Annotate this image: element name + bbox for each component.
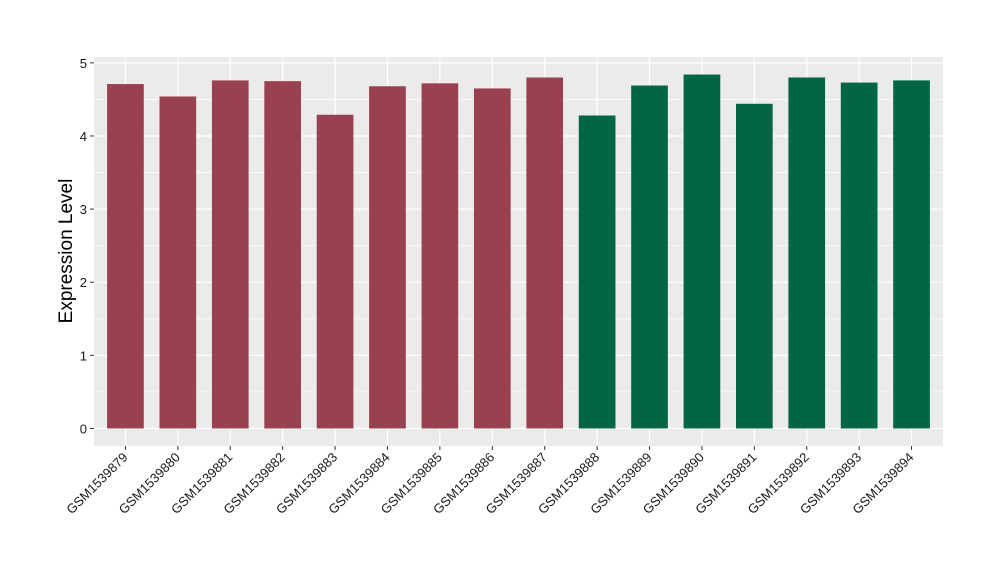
y-axis: 0 1 2 3 4 5	[80, 56, 94, 436]
y-tick-label: 5	[80, 56, 87, 71]
y-axis-title: Expression Level	[56, 179, 77, 324]
bar-GSM1539879	[107, 84, 144, 429]
y-tick-label: 4	[80, 129, 87, 144]
y-tick-label: 2	[80, 275, 87, 290]
bar-GSM1539880	[159, 96, 197, 429]
bar-GSM1539893	[840, 82, 878, 429]
bar-GSM1539890	[683, 74, 721, 429]
bar-GSM1539882	[264, 81, 302, 429]
bar-GSM1539891	[735, 103, 773, 429]
bar-GSM1539886	[473, 88, 511, 429]
bar-GSM1539884	[369, 86, 406, 429]
bar-GSM1539885	[421, 83, 459, 429]
x-axis: GSM1539879GSM1539880GSM1539881GSM1539882…	[63, 446, 917, 517]
bar-GSM1539883	[316, 114, 354, 429]
y-tick-label: 3	[80, 202, 87, 217]
y-tick-label: 1	[80, 348, 87, 363]
y-tick-label: 0	[80, 421, 87, 436]
bar-GSM1539894	[893, 80, 930, 429]
bar-GSM1539889	[631, 85, 668, 429]
bar-GSM1539888	[578, 115, 616, 429]
bar-GSM1539892	[788, 77, 826, 429]
bar-GSM1539881	[211, 80, 249, 429]
bars	[107, 74, 930, 429]
bar-GSM1539887	[526, 77, 564, 429]
